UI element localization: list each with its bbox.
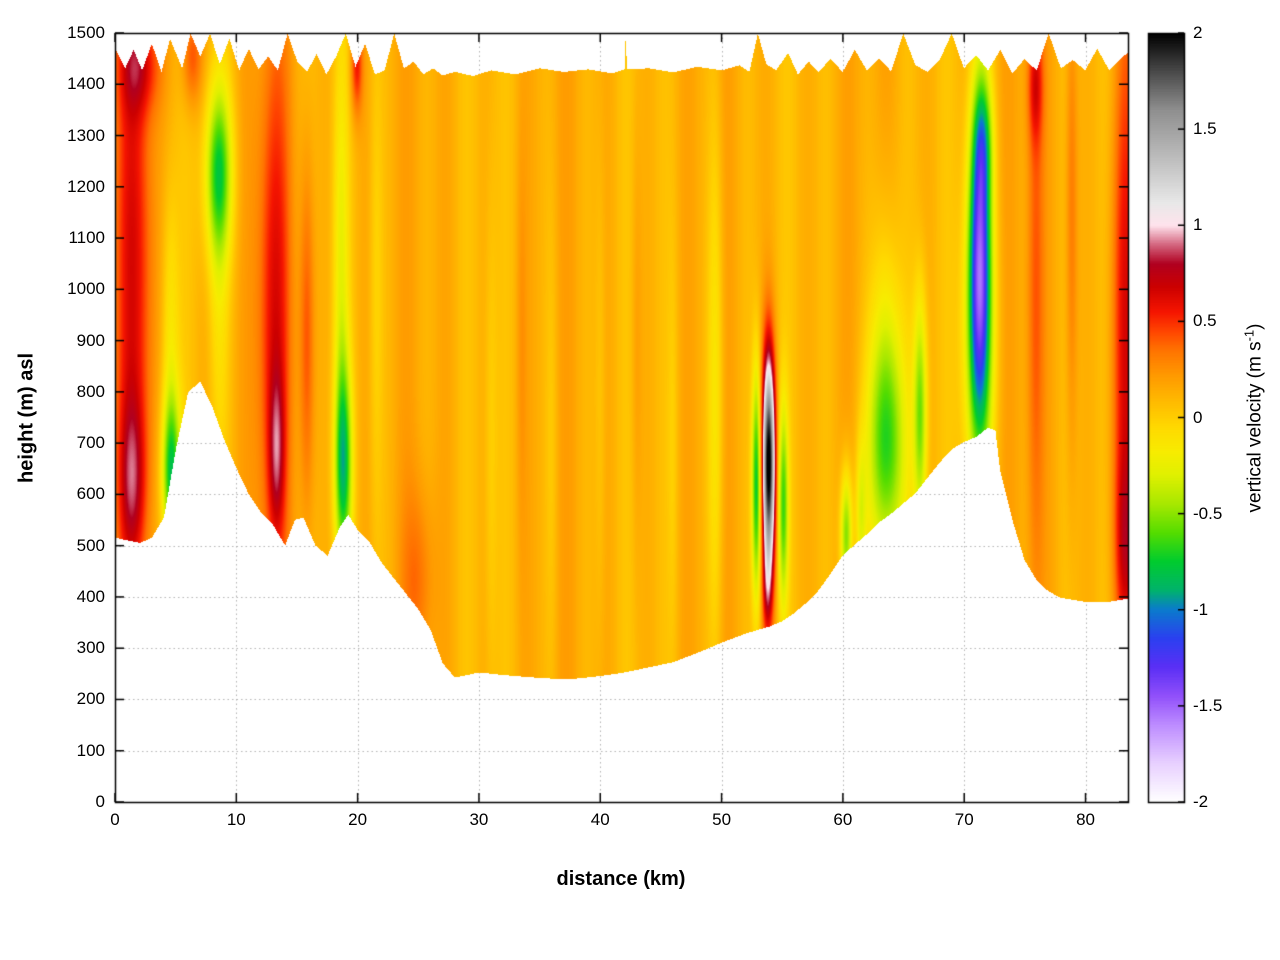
y-axis-label: height (m) asl bbox=[15, 352, 38, 484]
colorbar-label-text: vertical velocity (m s bbox=[1244, 341, 1266, 513]
colorbar-label: vertical velocity (m s-1) bbox=[1241, 324, 1266, 513]
colorbar-label-close-paren: ) bbox=[1244, 323, 1266, 330]
colorbar-label-superscript: -1 bbox=[1241, 329, 1257, 342]
x-axis-label: distance (km) bbox=[556, 868, 686, 890]
